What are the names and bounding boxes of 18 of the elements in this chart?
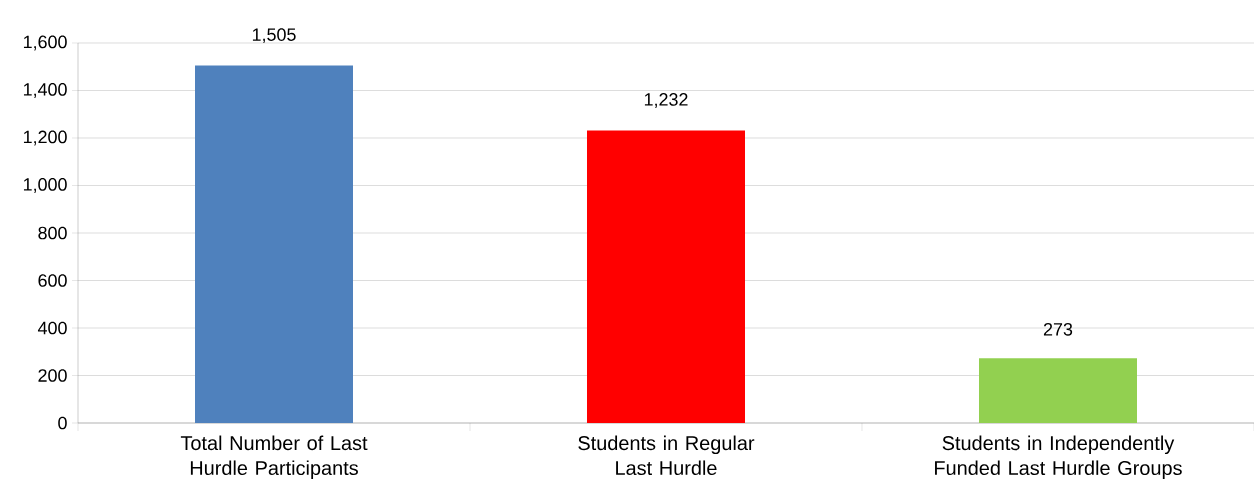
y-tick-label: 400 xyxy=(37,321,67,335)
bar xyxy=(587,130,745,423)
bar xyxy=(195,65,353,423)
y-tick-label: 1,400 xyxy=(23,83,67,98)
y-tick-label: 1,000 xyxy=(23,178,67,193)
x-tick-label: Students in Independently Funded Last Hurdle Groups xyxy=(935,435,1182,479)
y-tick-label: 0 xyxy=(58,416,67,430)
y-tick-label: 200 xyxy=(38,369,67,382)
y-tick-label: 600 xyxy=(38,274,67,287)
data-label: 273 xyxy=(1043,322,1073,336)
y-tick-label: 800 xyxy=(38,226,67,240)
y-tick-label: 1,200 xyxy=(23,130,67,146)
x-tick-label: Students in Regular Last Hurdle xyxy=(578,435,755,476)
x-tick-label: Total Number of Last Hurdle Participants xyxy=(180,435,368,479)
data-label: 1,232 xyxy=(644,93,688,108)
bar xyxy=(979,358,1137,423)
data-label: 1,505 xyxy=(252,28,296,44)
y-tick-label: 1,600 xyxy=(23,35,67,51)
